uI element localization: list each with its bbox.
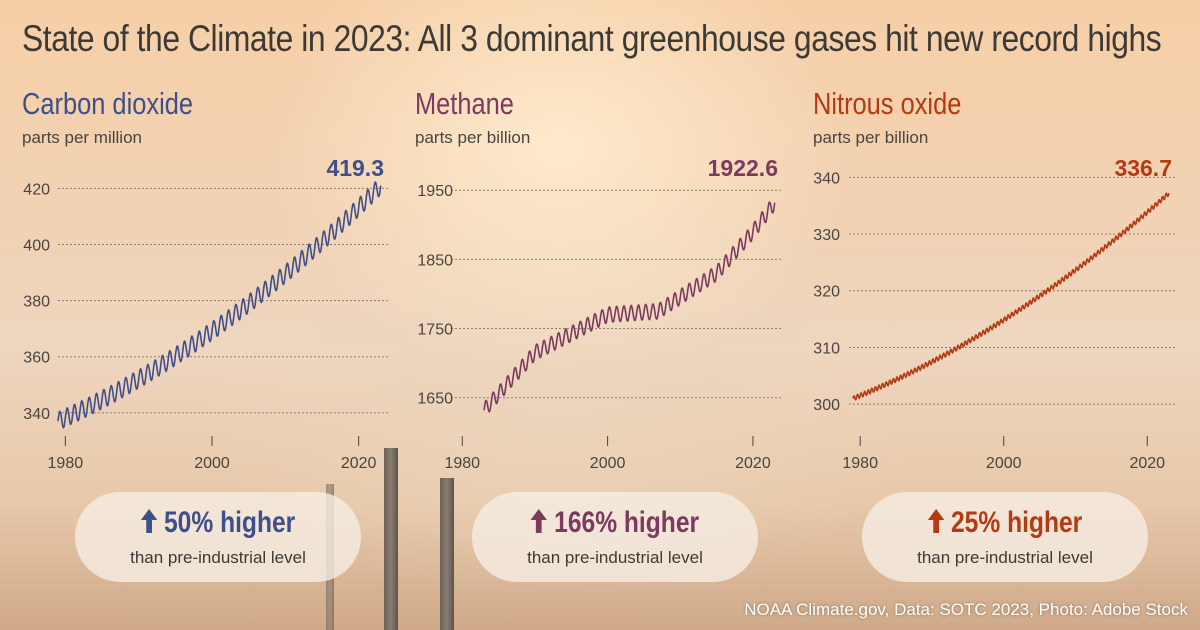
photo-credit: NOAA Climate.gov, Data: SOTC 2023, Photo…: [744, 600, 1188, 619]
ch4-badge-subtext: than pre-industrial level: [527, 548, 703, 567]
n2o-badge-text: 25% higher: [950, 506, 1083, 539]
co2-y-tick-label: 340: [23, 406, 50, 423]
co2-y-tick-label: 380: [23, 294, 50, 311]
smokestack: [440, 478, 454, 630]
n2o-x-tick-label: 2020: [1129, 455, 1165, 472]
n2o-gridlines: [849, 176, 1176, 405]
co2-series-line: [57, 181, 382, 429]
n2o-y-tick-label: 340: [813, 170, 840, 187]
n2o-y-tick-label: 310: [813, 340, 840, 357]
co2-y-tick-label: 360: [23, 350, 50, 367]
ch4-unit: parts per billion: [415, 128, 531, 147]
n2o-badge-subtext: than pre-industrial level: [917, 548, 1093, 567]
up-arrow-icon: [140, 509, 158, 533]
n2o-badge: 25% higher than pre-industrial level: [862, 492, 1148, 582]
co2-badge-text: 50% higher: [163, 506, 296, 539]
ch4-badge: 166% higher than pre-industrial level: [472, 492, 758, 582]
n2o-x-tick-label: 1980: [842, 455, 878, 472]
smokestack: [384, 448, 398, 630]
ch4-y-tick-label: 1950: [417, 183, 453, 200]
co2-unit: parts per million: [22, 128, 142, 147]
ch4-title: Methane: [415, 86, 514, 121]
n2o-y-tick-label: 330: [813, 227, 840, 244]
co2-title: Carbon dioxide: [22, 86, 193, 121]
n2o-y-tick-label: 300: [813, 397, 840, 414]
co2-y-ticks: 340 360 380 400 420: [23, 181, 50, 422]
co2-x-ticks: 1980 2000 2020: [48, 436, 377, 472]
ch4-series-line: [483, 201, 776, 413]
ch4-x-ticks: 1980 2000 2020: [444, 436, 771, 472]
co2-x-tick-label: 1980: [48, 455, 84, 472]
page-title: State of the Climate in 2023: All 3 domi…: [22, 18, 1162, 59]
ch4-y-tick-label: 1750: [417, 322, 453, 339]
co2-x-tick-label: 2020: [341, 455, 377, 472]
n2o-y-tick-label: 320: [813, 284, 840, 301]
n2o-x-ticks: 1980 2000 2020: [842, 436, 1165, 472]
co2-badge-main: 50% higher: [101, 506, 336, 540]
ch4-latest-value: 1922.6: [708, 155, 778, 181]
ch4-badge-text: 166% higher: [554, 506, 700, 539]
n2o-y-ticks: 300 310 320 330 340: [813, 170, 840, 414]
ch4-x-tick-label: 2000: [590, 455, 626, 472]
co2-latest-value: 419.3: [326, 155, 384, 181]
ch4-y-tick-label: 1650: [417, 391, 453, 408]
n2o-latest-value: 336.7: [1114, 155, 1172, 181]
co2-badge-subtext: than pre-industrial level: [130, 548, 306, 567]
up-arrow-icon: [927, 509, 945, 533]
ch4-y-ticks: 1650 1750 1850 1950: [417, 183, 453, 408]
co2-x-tick-label: 2000: [194, 455, 230, 472]
n2o-title: Nitrous oxide: [813, 86, 962, 121]
co2-badge: 50% higher than pre-industrial level: [75, 492, 361, 582]
up-arrow-icon: [530, 509, 548, 533]
ch4-x-tick-label: 2020: [735, 455, 771, 472]
co2-y-tick-label: 400: [23, 238, 50, 255]
n2o-x-tick-label: 2000: [986, 455, 1022, 472]
co2-gridlines: [58, 187, 388, 414]
co2-y-tick-label: 420: [23, 181, 50, 198]
n2o-series-line: [852, 192, 1170, 401]
ch4-x-tick-label: 1980: [444, 455, 480, 472]
ch4-badge-main: 166% higher: [498, 506, 733, 540]
ch4-gridlines: [451, 189, 782, 399]
ch4-y-tick-label: 1850: [417, 252, 453, 269]
n2o-unit: parts per billion: [813, 128, 929, 147]
n2o-badge-main: 25% higher: [888, 506, 1123, 540]
